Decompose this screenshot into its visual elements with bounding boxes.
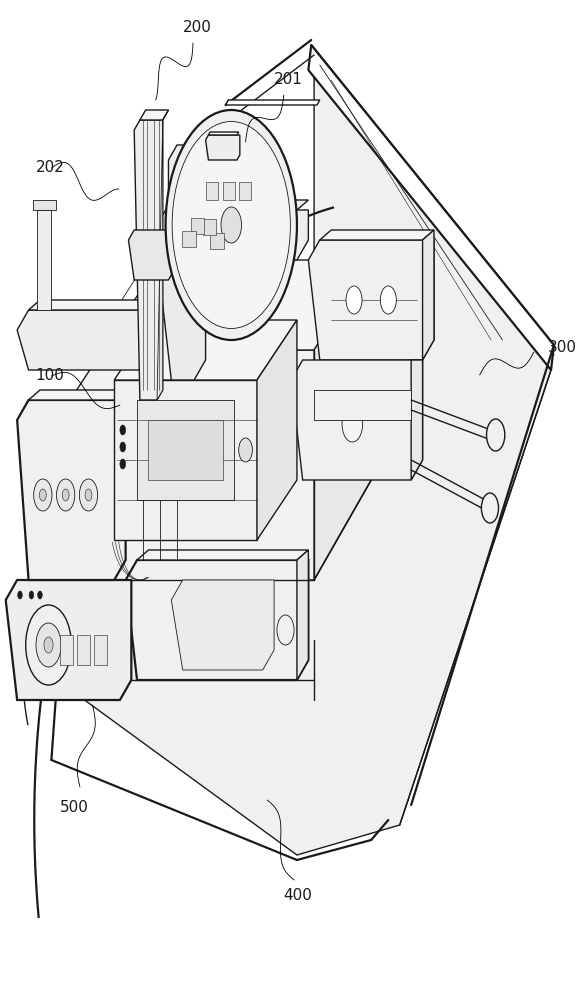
Polygon shape [29,300,154,310]
Polygon shape [140,110,168,120]
Polygon shape [226,100,320,105]
Bar [77,635,90,665]
Circle shape [120,442,126,452]
Polygon shape [314,260,371,580]
Text: 300: 300 [548,340,577,356]
Text: 201: 201 [274,72,303,87]
Bar [205,182,218,200]
Circle shape [239,438,253,462]
Polygon shape [134,120,163,400]
Text: 400: 400 [283,888,313,903]
Polygon shape [320,230,434,240]
Polygon shape [29,390,137,400]
Circle shape [342,406,363,442]
Circle shape [166,110,297,340]
Polygon shape [314,390,411,420]
Polygon shape [126,560,308,680]
Circle shape [277,615,294,645]
Text: 500: 500 [60,800,88,815]
Polygon shape [205,135,240,160]
Bar [223,182,235,200]
Bar [182,231,196,247]
Polygon shape [291,360,423,480]
Polygon shape [411,360,423,480]
Text: 202: 202 [36,160,64,176]
Circle shape [172,121,290,328]
Polygon shape [57,70,551,855]
Circle shape [38,591,42,599]
Circle shape [221,207,242,243]
Polygon shape [6,580,132,700]
Circle shape [29,591,34,599]
Circle shape [56,479,75,511]
Circle shape [85,489,92,501]
Polygon shape [57,350,371,580]
Polygon shape [37,210,51,310]
Bar [148,420,223,480]
Polygon shape [171,580,274,670]
Bar [239,182,251,200]
Polygon shape [160,260,205,380]
Polygon shape [308,45,554,370]
Polygon shape [137,550,308,560]
Circle shape [44,637,53,653]
Polygon shape [257,320,297,540]
Circle shape [481,493,499,523]
Polygon shape [114,380,257,540]
Polygon shape [297,550,308,680]
Polygon shape [160,240,217,260]
Circle shape [34,479,52,511]
Text: 100: 100 [36,368,64,383]
Bar [60,635,73,665]
Circle shape [346,286,362,314]
Polygon shape [166,200,308,210]
Polygon shape [308,240,434,360]
Circle shape [62,489,69,501]
Bar [190,218,204,234]
Circle shape [79,479,98,511]
Bar [203,219,217,235]
Polygon shape [17,400,126,580]
Circle shape [40,489,46,501]
Bar [137,400,234,500]
Text: 200: 200 [183,20,211,35]
Circle shape [36,623,61,667]
Polygon shape [103,260,371,350]
Bar [210,233,223,249]
Bar [33,200,56,210]
Circle shape [120,425,126,435]
Polygon shape [154,210,308,260]
Circle shape [120,459,126,469]
Polygon shape [114,320,297,380]
Circle shape [487,419,505,451]
Polygon shape [157,110,168,400]
Polygon shape [423,230,434,360]
Polygon shape [208,132,239,135]
Polygon shape [168,145,200,225]
Circle shape [380,286,396,314]
Polygon shape [129,230,174,280]
Polygon shape [17,310,154,370]
Circle shape [26,605,72,685]
Circle shape [17,591,22,599]
Bar [94,635,107,665]
